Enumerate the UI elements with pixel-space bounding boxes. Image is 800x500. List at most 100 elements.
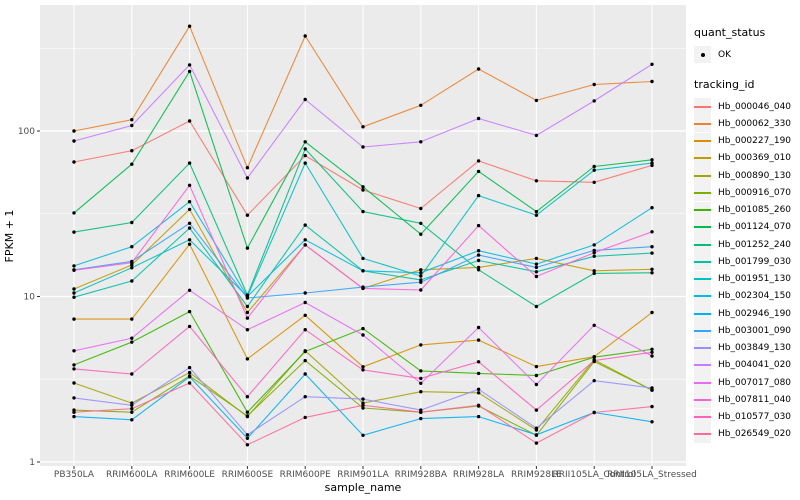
data-point [476, 360, 481, 364]
data-point [419, 390, 423, 394]
legend-line-swatch [694, 347, 711, 349]
legend-line-swatch [694, 122, 711, 125]
data-point [534, 426, 539, 430]
data-point [72, 414, 76, 419]
data-point [476, 169, 481, 174]
data-point [592, 269, 596, 273]
legend-label: Hb_003849_130 [718, 343, 792, 353]
data-point [419, 103, 423, 108]
data-point [534, 265, 539, 270]
legend-key-box [694, 425, 711, 443]
data-point [592, 82, 596, 87]
legend-key-box [694, 322, 711, 340]
legend-key-box [694, 167, 711, 184]
legend-entry-Hb_003849_130: Hb_003849_130 [694, 339, 800, 357]
legend-line-swatch [694, 312, 711, 315]
data-point [72, 160, 76, 164]
legend-key-box [694, 408, 711, 426]
legend-key-box [694, 46, 711, 63]
data-point [245, 213, 250, 217]
data-point [245, 176, 250, 180]
legend-label: Hb_002946_190 [718, 308, 792, 319]
data-point [72, 295, 76, 299]
data-point [303, 238, 307, 242]
data-point [130, 266, 134, 270]
legend-key-box [694, 218, 711, 236]
data-point [130, 340, 134, 344]
data-point [476, 387, 481, 391]
data-point [419, 288, 423, 292]
data-point [361, 286, 365, 291]
legend-label: Hb_001124_070 [718, 222, 792, 233]
data-point [534, 262, 539, 266]
legend-key-box [694, 149, 711, 167]
data-point [419, 206, 423, 211]
legend-line-swatch [694, 174, 711, 177]
data-point [187, 207, 192, 212]
data-point [419, 416, 423, 421]
data-point [419, 221, 423, 225]
data-point [419, 280, 423, 284]
x-tick-label: RRIM600PE [280, 470, 332, 480]
data-point [187, 370, 192, 375]
legend-key-box [694, 253, 711, 271]
legend-line-swatch [694, 398, 711, 401]
data-point [303, 395, 307, 399]
data-point [476, 116, 481, 121]
data-point [476, 268, 481, 272]
data-point [130, 245, 134, 249]
data-point [534, 441, 539, 445]
data-point [303, 161, 307, 165]
data-point [650, 347, 654, 351]
legend-line-swatch [694, 278, 711, 280]
y-tick-label: 100 [18, 127, 35, 137]
data-point [534, 382, 539, 387]
data-point [187, 324, 192, 329]
x-tick-label: RRIM600LA [106, 470, 158, 480]
legend-entry-Hb_000227_190: Hb_000227_190 [694, 132, 800, 150]
data-point [592, 271, 596, 276]
data-point [245, 310, 250, 315]
legend-line-swatch [694, 260, 711, 263]
legend-entry-Hb_000062_330: Hb_000062_330 [694, 115, 800, 133]
data-point [245, 246, 250, 250]
legend-line-swatch [694, 191, 711, 194]
data-point [534, 408, 539, 412]
data-point [187, 309, 192, 314]
data-point [476, 249, 481, 253]
data-point [534, 274, 539, 279]
data-point [187, 226, 192, 230]
data-point [72, 291, 76, 295]
data-point [650, 354, 654, 358]
data-point [303, 153, 307, 158]
data-point [130, 162, 134, 166]
data-point [72, 287, 76, 291]
x-tick-label: PB350LA [54, 470, 95, 480]
legend-line-swatch [694, 433, 711, 436]
legend-key-box [694, 356, 711, 374]
data-point [361, 406, 365, 410]
legend-line-swatch [694, 140, 711, 142]
legend-entry-Hb_010577_030: Hb_010577_030 [694, 408, 800, 426]
data-point [130, 123, 134, 128]
data-point [245, 328, 250, 332]
data-point [303, 372, 307, 376]
data-point [476, 325, 481, 330]
data-point [72, 396, 76, 400]
data-point [419, 268, 423, 272]
data-point [419, 376, 423, 381]
data-point [419, 140, 423, 144]
legend-entry-Hb_000369_010: Hb_000369_010 [694, 149, 800, 167]
data-point [72, 268, 76, 272]
data-point [650, 230, 654, 234]
data-point [130, 220, 134, 225]
legend-label: OK [718, 49, 731, 60]
data-point [361, 209, 365, 214]
legend-entry-Hb_026549_020: Hb_026549_020 [694, 425, 800, 443]
data-point [534, 270, 539, 274]
data-point [303, 313, 307, 317]
data-point [650, 271, 654, 275]
data-point [130, 407, 134, 411]
data-point [592, 254, 596, 258]
data-point [187, 161, 192, 165]
